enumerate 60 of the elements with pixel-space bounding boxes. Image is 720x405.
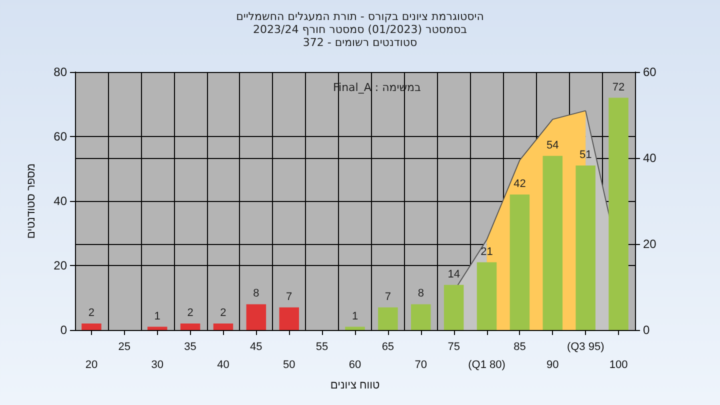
y-tick-label: 0 bbox=[60, 323, 68, 337]
x-tick-label: (Q1 80) bbox=[468, 359, 506, 371]
x-tick-label: 60 bbox=[348, 359, 362, 371]
x-tick-label: 75 bbox=[448, 341, 460, 353]
x-tick-label: (Q3 95) bbox=[566, 341, 604, 353]
y-tick-label: 80 bbox=[54, 65, 68, 79]
data-label: 7 bbox=[286, 290, 292, 303]
y-tick-label: 40 bbox=[54, 194, 68, 208]
y2-tick-label: 60 bbox=[643, 65, 657, 79]
bar bbox=[378, 307, 398, 330]
x-tick-label: 40 bbox=[217, 359, 230, 371]
bar bbox=[510, 194, 530, 330]
chart-title: היסטוגרמת ציונים בקורס - תורת המעגלים החשמליים bbox=[235, 10, 485, 23]
y-tick-label: 20 bbox=[54, 258, 68, 272]
x-tick-label: 45 bbox=[250, 341, 262, 353]
y-tick-label: 60 bbox=[54, 130, 68, 144]
bar bbox=[279, 307, 299, 330]
bar bbox=[213, 324, 234, 330]
data-label: 72 bbox=[612, 81, 625, 94]
data-label: 42 bbox=[514, 178, 526, 190]
x-tick-label: 90 bbox=[546, 359, 559, 371]
data-label: 8 bbox=[253, 288, 260, 300]
bar bbox=[180, 324, 200, 330]
x-tick-label: 25 bbox=[118, 341, 131, 353]
data-label: 1 bbox=[352, 310, 358, 322]
data-label: 21 bbox=[480, 246, 493, 258]
x-tick-label: 70 bbox=[414, 359, 428, 371]
y2-tick-label: 0 bbox=[643, 323, 650, 337]
x-tick-label: 30 bbox=[151, 359, 164, 371]
bar bbox=[147, 326, 168, 330]
y2-tick-label: 20 bbox=[643, 237, 657, 251]
x-tick-label: 35 bbox=[184, 341, 196, 353]
chart-subtitle: בסמסטר (01/2023) סמסטר חורף 2023/24 סטודנטים רשומים - 372 bbox=[252, 23, 468, 49]
data-label: 2 bbox=[220, 307, 226, 320]
data-label: 2 bbox=[88, 307, 95, 320]
x-axis-title: טווח ציונים bbox=[330, 380, 380, 392]
bar bbox=[576, 166, 596, 330]
bar bbox=[411, 304, 431, 330]
x-tick-label: 65 bbox=[382, 341, 394, 353]
bar bbox=[82, 324, 102, 330]
x-tick-label: 50 bbox=[282, 359, 296, 371]
bar bbox=[444, 284, 464, 330]
data-label: 8 bbox=[418, 288, 424, 300]
bar bbox=[542, 156, 563, 330]
data-label: 7 bbox=[384, 290, 392, 303]
data-label: 51 bbox=[579, 149, 592, 162]
x-tick-label: 100 bbox=[609, 359, 628, 371]
y2-tick-label: 40 bbox=[643, 151, 657, 165]
y-axis-title: מספר סטודנטים bbox=[26, 163, 38, 239]
data-label: 2 bbox=[187, 307, 194, 320]
x-tick-label: 85 bbox=[514, 341, 526, 353]
bar bbox=[476, 262, 497, 330]
bar bbox=[608, 98, 628, 330]
data-label: 1 bbox=[154, 310, 160, 322]
x-tick-label: 20 bbox=[85, 359, 98, 371]
data-label: 14 bbox=[448, 268, 460, 280]
bar bbox=[345, 326, 365, 330]
data-label: 54 bbox=[546, 139, 559, 152]
x-tick-label: 55 bbox=[316, 341, 328, 353]
bar bbox=[246, 304, 266, 330]
